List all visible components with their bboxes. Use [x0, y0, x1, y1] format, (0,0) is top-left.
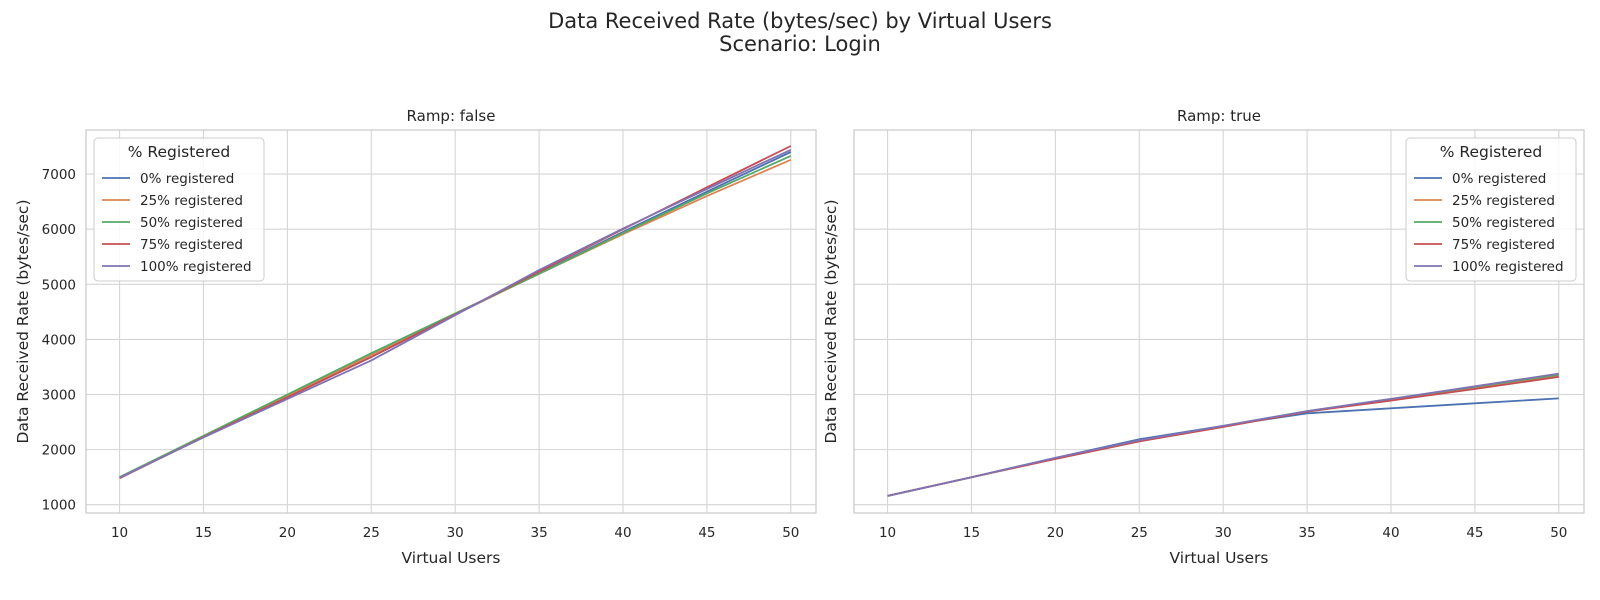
legend-entry-label: 100% registered	[140, 259, 252, 275]
x-tick-label: 10	[111, 525, 128, 541]
figure-title-line1: Data Received Rate (bytes/sec) by Virtua…	[548, 9, 1052, 33]
legend: % Registered 0% registered 25% registered 5…	[93, 137, 265, 282]
x-tick-label: 20	[1047, 525, 1064, 541]
y-tick-label: 5000	[42, 277, 76, 293]
x-tick-label: 40	[1382, 525, 1399, 541]
x-tick-label: 10	[879, 525, 896, 541]
legend-box	[93, 137, 265, 282]
legend-entry-label: 100% registered	[1452, 259, 1564, 275]
x-tick-label: 45	[1466, 525, 1483, 541]
chart-panel-1: 10 15 20 25 30 35 40 45 50 Ramp: true Virtual User…	[822, 107, 1585, 567]
x-tick-label: 40	[614, 525, 631, 541]
y-tick-label: 1000	[42, 498, 76, 514]
y-tick-label: 7000	[42, 167, 76, 183]
x-tick-label: 30	[1215, 525, 1232, 541]
series-line-50-registered	[119, 155, 792, 479]
x-tick-label: 50	[782, 525, 799, 541]
legend-entry-label: 75% registered	[1452, 237, 1555, 253]
y-tick-label: 6000	[42, 222, 76, 238]
x-tick-label: 25	[1131, 525, 1148, 541]
x-tick-label: 45	[698, 525, 715, 541]
plot-frame	[853, 129, 1585, 514]
legend-title: % Registered	[128, 143, 231, 161]
x-tick-label: 30	[447, 525, 464, 541]
legend-entry-label: 25% registered	[1452, 193, 1555, 209]
legend-entry-label: 75% registered	[140, 237, 243, 253]
y-axis-label: Data Received Rate (bytes/sec)	[14, 199, 32, 443]
y-tick-label: 4000	[42, 332, 76, 348]
plot-frame	[85, 129, 817, 514]
legend-entry-label: 50% registered	[1452, 215, 1555, 231]
series-line-100-registered	[887, 372, 1559, 497]
y-axis-label: Data Received Rate (bytes/sec)	[822, 199, 840, 443]
series-line-100-registered	[119, 148, 792, 479]
legend-box	[1405, 137, 1577, 282]
legend-entry-label: 50% registered	[140, 215, 243, 231]
chart-panels: 10 15 20 25 30 35 40 45 50 1000 2000 3000 4000 5000 60…	[14, 107, 1585, 567]
x-tick-label: 15	[963, 525, 980, 541]
legend-title: % Registered	[1440, 143, 1543, 161]
chart-panel-0: 10 15 20 25 30 35 40 45 50 1000 2000 3000 4000 5000 60…	[14, 107, 817, 567]
figure-title-line2: Scenario: Login	[719, 32, 881, 56]
x-tick-label: 25	[363, 525, 380, 541]
y-tick-label: 3000	[42, 388, 76, 404]
x-tick-label: 35	[1299, 525, 1316, 541]
y-tick-label: 2000	[42, 443, 76, 459]
x-tick-label: 35	[531, 525, 548, 541]
legend-entry-label: 0% registered	[1452, 171, 1546, 187]
x-tick-label: 20	[279, 525, 296, 541]
x-tick-label: 15	[195, 525, 212, 541]
subplot-title: Ramp: true	[1177, 107, 1261, 125]
legend: % Registered 0% registered 25% registered 5…	[1405, 137, 1577, 282]
legend-entry-label: 0% registered	[140, 171, 234, 187]
x-axis-label: Virtual Users	[1170, 549, 1269, 567]
subplot-title: Ramp: false	[407, 107, 496, 125]
x-axis-label: Virtual Users	[402, 549, 501, 567]
legend-entry-label: 25% registered	[140, 193, 243, 209]
x-tick-label: 50	[1550, 525, 1567, 541]
